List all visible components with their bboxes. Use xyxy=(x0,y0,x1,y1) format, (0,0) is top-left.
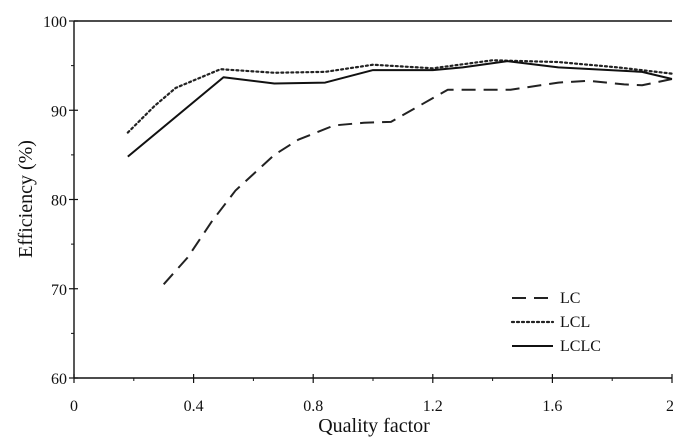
y-tick-label: 60 xyxy=(51,371,67,388)
series-line-lcl xyxy=(126,59,673,134)
y-tick-label: 90 xyxy=(51,103,67,120)
y-tick-label: 100 xyxy=(43,14,67,31)
legend-label-lclc: LCLC xyxy=(560,338,601,355)
x-tick-label: 0.4 xyxy=(184,398,204,415)
x-axis-label: Quality factor xyxy=(318,415,430,437)
y-tick-label: 80 xyxy=(51,193,67,210)
y-axis-label: Efficiency (%) xyxy=(15,140,37,258)
series-line-lc xyxy=(162,78,673,285)
x-tick-label: 0.8 xyxy=(303,398,323,415)
legend-label-lc: LC xyxy=(560,290,580,307)
x-tick-label: 1.2 xyxy=(423,398,443,415)
legend-label-lcl: LCL xyxy=(560,314,590,331)
y-tick-label: 70 xyxy=(51,282,67,299)
series-line-lclc xyxy=(127,60,673,158)
x-tick-label: 1.6 xyxy=(542,398,562,415)
x-tick-label: 0 xyxy=(70,398,78,415)
x-tick-label: 2 xyxy=(666,398,673,415)
